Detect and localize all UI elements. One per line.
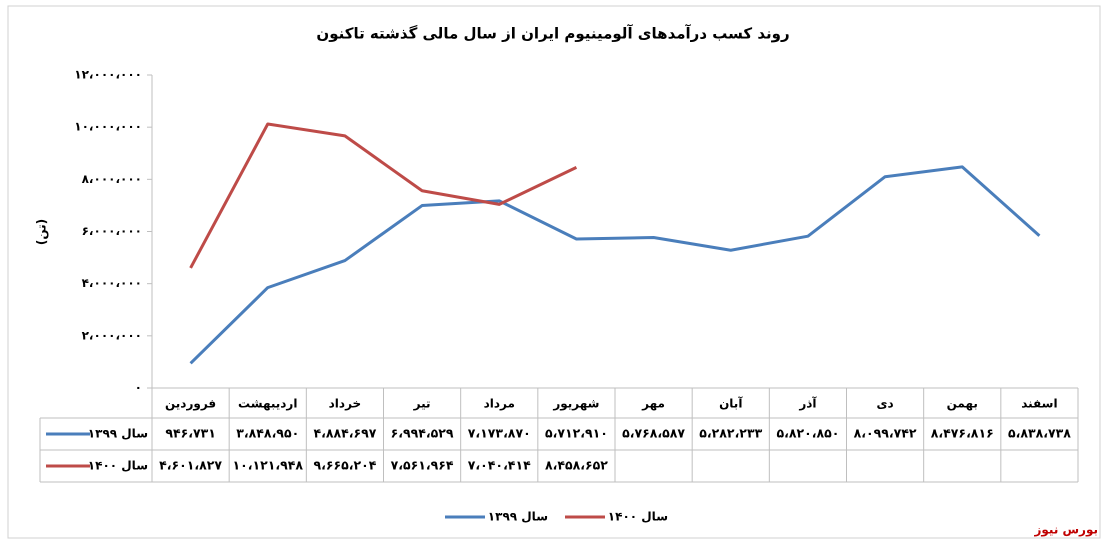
x-tick-label: فروردین — [165, 397, 216, 412]
table-value: ۱۰،۱۲۱،۹۴۸ — [232, 458, 303, 473]
table-value: ۴،۶۰۱،۸۲۷ — [159, 458, 222, 473]
series-line — [189, 165, 1041, 365]
x-tick-label: مهر — [641, 397, 665, 411]
table-value: ۸،۴۵۸،۶۵۲ — [545, 458, 608, 473]
x-tick-label: اردیبهشت — [238, 397, 297, 411]
table-value: ۵،۸۲۰،۸۵۰ — [776, 426, 839, 441]
y-tick-label: ۲،۰۰۰،۰۰۰ — [82, 328, 142, 342]
y-tick-label: ۶،۰۰۰،۰۰۰ — [82, 224, 142, 238]
x-tick-label: خرداد — [329, 397, 362, 411]
y-tick-label: ۸،۰۰۰،۰۰۰ — [82, 172, 142, 186]
table-value: ۵،۸۳۸،۷۳۸ — [1008, 426, 1071, 441]
source: بورس نیوز — [1033, 523, 1098, 538]
x-tick-label: تیر — [413, 397, 431, 411]
table-value: ۷،۰۴۰،۴۱۴ — [468, 458, 531, 473]
table-value: ۸،۴۷۶،۸۱۶ — [931, 426, 994, 441]
table-value: ۷،۱۷۳،۸۷۰ — [468, 426, 531, 441]
table-value: ۹،۶۶۵،۲۰۴ — [313, 458, 376, 473]
table-value: ۹۴۶،۷۳۱ — [165, 426, 216, 441]
x-tick-label: بهمن — [947, 397, 978, 411]
x-tick-label: دی — [877, 397, 894, 411]
x-tick-label: آذر — [798, 396, 817, 411]
table-value: ۳،۸۴۸،۹۵۰ — [236, 426, 299, 441]
table-value: ۸،۰۹۹،۷۴۲ — [854, 426, 917, 441]
y-tick-label: ۰ — [135, 381, 142, 395]
x-tick-label: اسفند — [1021, 397, 1057, 411]
y-axis-label: (تن) — [35, 219, 49, 245]
table-value: ۵،۷۱۲،۹۱۰ — [545, 426, 608, 441]
series-line — [189, 122, 578, 269]
table-value: ۴،۸۸۴،۶۹۷ — [313, 426, 376, 441]
legend-label: سال ۱۴۰۰ — [608, 510, 668, 524]
chart-title: روند کسب درآمدهای آلومینیوم ایران از سال… — [316, 25, 789, 43]
chart-frame — [7, 5, 1101, 539]
table-value: ۵،۷۶۸،۵۸۷ — [622, 426, 685, 441]
table-value: ۵،۲۸۲،۲۳۳ — [699, 426, 762, 441]
table-series-name: سال ۱۳۹۹ — [88, 427, 148, 441]
y-tick-label: ۴،۰۰۰،۰۰۰ — [82, 276, 142, 290]
x-tick-label: مرداد — [484, 397, 515, 411]
y-tick-label: ۱۲،۰۰۰،۰۰۰ — [74, 68, 142, 82]
legend-label: سال ۱۳۹۹ — [488, 510, 548, 524]
table-series-name: سال ۱۴۰۰ — [88, 459, 148, 473]
x-tick-label: آبان — [719, 396, 743, 411]
y-tick-label: ۱۰،۰۰۰،۰۰۰ — [74, 120, 142, 134]
x-tick-label: شهریور — [552, 397, 599, 412]
table-value: ۷،۵۶۱،۹۶۴ — [391, 458, 454, 473]
table-value: ۶،۹۹۴،۵۲۹ — [391, 426, 454, 441]
